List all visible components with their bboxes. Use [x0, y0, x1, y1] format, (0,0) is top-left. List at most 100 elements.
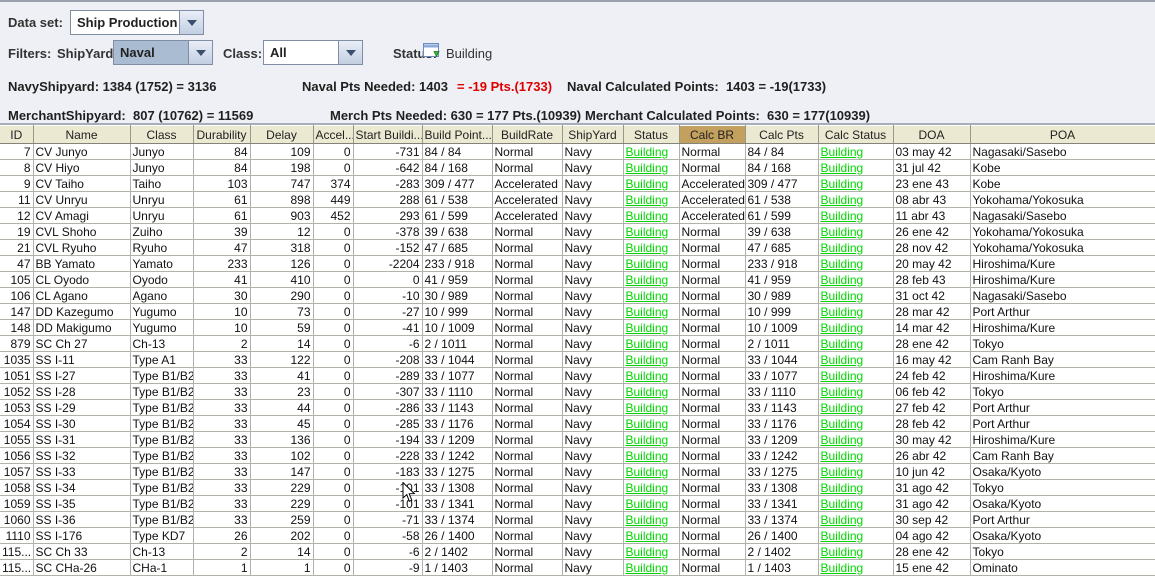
table-cell[interactable]: Cam Ranh Bay: [970, 447, 1155, 464]
table-cell[interactable]: 47: [0, 255, 34, 272]
table-cell[interactable]: Kobe: [970, 175, 1155, 192]
table-cell[interactable]: Navy: [562, 511, 624, 528]
table-cell[interactable]: 33 / 1308: [422, 479, 493, 496]
table-cell[interactable]: Normal: [679, 447, 746, 464]
table-cell[interactable]: Building: [818, 191, 894, 208]
table-cell[interactable]: 0: [313, 415, 354, 432]
table-cell[interactable]: 1053: [0, 399, 34, 416]
table-cell[interactable]: Normal: [492, 223, 563, 240]
table-cell[interactable]: 2 / 1402: [745, 543, 819, 560]
table-cell[interactable]: Building: [623, 479, 680, 496]
table-cell[interactable]: 33 / 1374: [422, 511, 493, 528]
table-cell[interactable]: 115...: [0, 543, 34, 560]
table-cell[interactable]: 44: [250, 399, 314, 416]
table-cell[interactable]: -183: [353, 463, 423, 480]
table-cell[interactable]: 61 / 538: [745, 191, 819, 208]
table-cell[interactable]: 84 / 84: [422, 143, 493, 160]
table-cell[interactable]: Building: [623, 271, 680, 288]
table-cell[interactable]: Building: [818, 559, 894, 576]
table-cell[interactable]: 102: [250, 447, 314, 464]
table-row[interactable]: 879 SC Ch 27 Ch-13 2 14 0 -6 2 / 1011 Normal Navy…: [0, 335, 1155, 352]
table-cell[interactable]: Building: [623, 367, 680, 384]
table-cell[interactable]: 903: [250, 207, 314, 224]
table-cell[interactable]: -41: [353, 319, 423, 336]
table-cell[interactable]: 309 / 477: [422, 175, 493, 192]
table-cell[interactable]: 0: [313, 511, 354, 528]
table-cell[interactable]: 1054: [0, 415, 34, 432]
table-row[interactable]: 47 BB Yamato Yamato 233 126 0 -2204 233 / 918 No…: [0, 255, 1155, 272]
table-cell[interactable]: 1: [193, 559, 251, 576]
table-cell[interactable]: 28 ene 42: [893, 543, 971, 560]
table-cell[interactable]: Normal: [492, 559, 563, 576]
table-cell[interactable]: 0: [313, 463, 354, 480]
table-cell[interactable]: 33 / 1176: [745, 415, 819, 432]
table-row[interactable]: 105 CL Oyodo Oyodo 41 410 0 0 41 / 959 Normal Nav…: [0, 271, 1155, 288]
table-cell[interactable]: 126: [250, 255, 314, 272]
table-cell[interactable]: CV Unryu: [33, 191, 131, 208]
table-cell[interactable]: Nagasaki/Sasebo: [970, 207, 1155, 224]
table-cell[interactable]: 7: [0, 143, 34, 160]
table-cell[interactable]: 84 / 84: [745, 143, 819, 160]
table-cell[interactable]: Normal: [679, 543, 746, 560]
table-cell[interactable]: 1035: [0, 351, 34, 368]
table-cell[interactable]: Building: [623, 319, 680, 336]
table-cell[interactable]: 28 ene 42: [893, 335, 971, 352]
table-cell[interactable]: 452: [313, 207, 354, 224]
table-cell[interactable]: 1051: [0, 367, 34, 384]
table-cell[interactable]: 229: [250, 479, 314, 496]
table-cell[interactable]: Building: [623, 303, 680, 320]
table-cell[interactable]: Normal: [679, 463, 746, 480]
table-cell[interactable]: 33 / 1110: [422, 383, 493, 400]
column-header-build-point[interactable]: Build Point...: [422, 125, 493, 144]
table-cell[interactable]: 0: [313, 367, 354, 384]
table-cell[interactable]: Building: [623, 239, 680, 256]
table-cell[interactable]: 61 / 599: [745, 207, 819, 224]
table-cell[interactable]: Building: [623, 431, 680, 448]
table-cell[interactable]: Normal: [679, 479, 746, 496]
table-cell[interactable]: 0: [313, 447, 354, 464]
table-cell[interactable]: -10: [353, 287, 423, 304]
chevron-down-icon[interactable]: [188, 41, 212, 64]
table-cell[interactable]: 14: [250, 335, 314, 352]
table-cell[interactable]: 1059: [0, 495, 34, 512]
table-row[interactable]: 1052 SS I-28 Type B1/B2 33 23 0 -307 33 / 1110 N…: [0, 383, 1155, 400]
table-cell[interactable]: 31 ago 42: [893, 495, 971, 512]
table-cell[interactable]: Type B1/B2: [130, 399, 194, 416]
table-cell[interactable]: Building: [818, 143, 894, 160]
table-cell[interactable]: 898: [250, 191, 314, 208]
column-header-durability[interactable]: Durability: [193, 125, 251, 144]
table-cell[interactable]: Normal: [679, 367, 746, 384]
table-cell[interactable]: Type B1/B2: [130, 415, 194, 432]
table-cell[interactable]: Normal: [679, 511, 746, 528]
table-cell[interactable]: 0: [353, 271, 423, 288]
table-cell[interactable]: Building: [818, 511, 894, 528]
table-cell[interactable]: 12: [250, 223, 314, 240]
table-cell[interactable]: 06 feb 42: [893, 383, 971, 400]
column-header-shipyard[interactable]: ShipYard: [562, 125, 624, 144]
table-cell[interactable]: 33: [193, 415, 251, 432]
table-cell[interactable]: 12: [0, 207, 34, 224]
table-cell[interactable]: 33 / 1341: [745, 495, 819, 512]
table-cell[interactable]: Building: [623, 447, 680, 464]
table-cell[interactable]: Navy: [562, 335, 624, 352]
table-cell[interactable]: SC Ch 33: [33, 543, 131, 560]
table-cell[interactable]: CV Hiyo: [33, 159, 131, 176]
table-cell[interactable]: Osaka/Kyoto: [970, 463, 1155, 480]
table-cell[interactable]: Osaka/Kyoto: [970, 527, 1155, 544]
table-cell[interactable]: 229: [250, 495, 314, 512]
table-cell[interactable]: Building: [818, 303, 894, 320]
table-cell[interactable]: Zuiho: [130, 223, 194, 240]
class-filter-combo[interactable]: All: [263, 40, 363, 65]
table-cell[interactable]: 28 feb 42: [893, 415, 971, 432]
table-cell[interactable]: 0: [313, 399, 354, 416]
table-cell[interactable]: Normal: [679, 271, 746, 288]
table-cell[interactable]: Normal: [492, 159, 563, 176]
table-cell[interactable]: 0: [313, 431, 354, 448]
table-cell[interactable]: Normal: [679, 319, 746, 336]
table-cell[interactable]: 31 jul 42: [893, 159, 971, 176]
table-cell[interactable]: -101: [353, 495, 423, 512]
table-cell[interactable]: Oyodo: [130, 271, 194, 288]
table-cell[interactable]: 33 / 1077: [745, 367, 819, 384]
table-cell[interactable]: 198: [250, 159, 314, 176]
table-cell[interactable]: SS I-31: [33, 431, 131, 448]
